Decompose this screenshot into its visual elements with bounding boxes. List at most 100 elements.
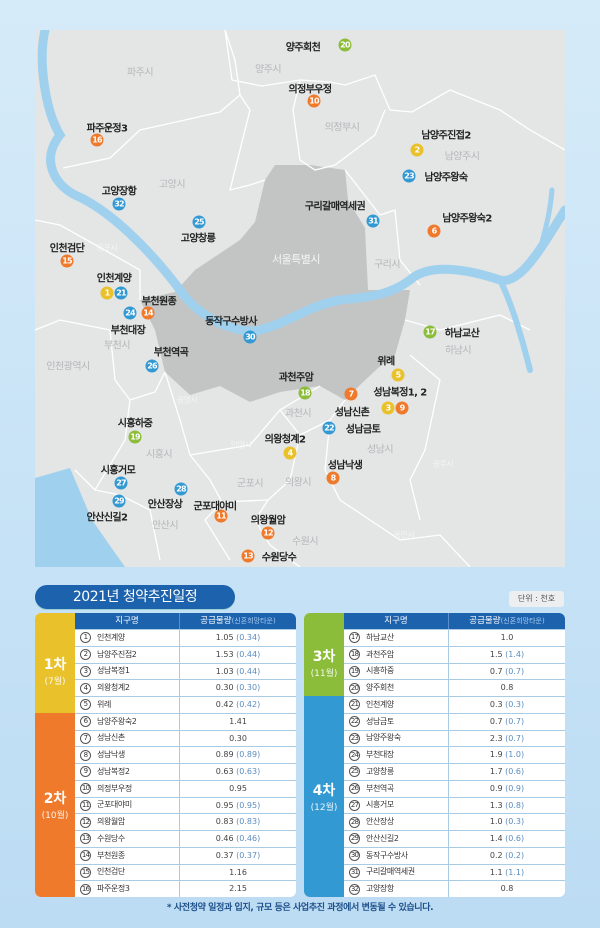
newlywed-value: (0.44) [236,649,261,659]
region-name: 용인시 [393,530,415,540]
stage-block: 4차 (12월) [304,696,344,897]
header-supply: 공급물량(신혼희망타운) [449,613,565,629]
district-number: 8 [80,749,91,761]
supply-cell: 1.41 [180,714,296,730]
supply-cell: 0.7 (0.7) [449,714,565,730]
supply-value: 0.42 [215,700,234,709]
region-name: 양주시 [254,64,282,76]
stage-label: 3차 [312,649,336,665]
region-name: 안산시 [151,520,179,532]
stage-block: 2차 (10월) [35,712,75,897]
newlywed-value: (0.3) [505,817,525,827]
table-row: 31 구리갈매역세권 1.1 (1.1) [344,863,565,881]
map-label: 시흥거모 [100,465,136,477]
newlywed-value: (0.8) [505,800,525,810]
table-row: 20 양주회천 0.8 [344,679,565,696]
district-cell: 13 수원당수 [75,831,180,847]
district-cell: 19 시흥하중 [344,663,449,680]
map-label: 성남신촌 [334,407,370,419]
supply-value: 0.30 [229,733,247,743]
district-cell: 12 의왕월암 [75,814,180,830]
map-label: 고양장항 [101,186,137,198]
district-name: 군포대야미 [97,800,132,810]
map-label: 파주운정3 [86,123,128,135]
district-name: 인천검단 [97,867,125,877]
table-row: 28 안산장상 1.0 (0.3) [344,813,565,830]
map-label: 남양주진접2 [421,130,471,142]
header-supply-label: 공급물량 [200,616,232,626]
district-name: 부천원종 [97,850,125,860]
sea [35,468,125,567]
newlywed-value: (0.30) [236,683,261,693]
map-marker-5: 5 [391,368,405,382]
district-name: 고양장항 [366,884,394,894]
district-number: 11 [80,799,91,811]
district-name: 의왕월암 [97,817,125,827]
newlywed-value: (0.95) [236,800,261,810]
district-cell: 24 부천대장 [344,747,449,763]
map-label: 수원당수 [261,552,297,564]
map-marker-32: 32 [112,197,126,211]
district-name: 남양주왕숙2 [97,716,137,726]
map-marker-31: 31 [366,214,380,228]
district-name: 남양주진접2 [97,649,137,659]
district-name: 양주회천 [366,683,394,693]
newlywed-value: (0.46) [236,834,261,843]
district-cell: 22 성남금토 [344,713,449,730]
district-cell: 18 과천주암 [344,646,449,663]
map-marker-6: 6 [427,224,441,238]
map-marker-25: 25 [192,215,206,229]
table-row: 13 수원당수 0.46 (0.46) [75,830,296,847]
district-number: 17 [349,632,360,644]
supply-value: 0.37 [215,850,234,860]
region-name: 김포시 [96,243,118,253]
stage-month: (10월) [41,811,69,822]
map-marker-13: 13 [241,549,255,563]
table-row: 7 성남신촌 0.30 [75,729,296,747]
map-marker-8: 8 [326,471,340,485]
table-row: 1 인천계양 1.05 (0.34) [75,629,296,646]
supply-value: 0.2 [489,850,503,860]
supply-value: 0.83 [215,817,234,827]
region-name: 수원시 [291,536,319,548]
supply-value: 2.3 [489,733,503,743]
supply-value: 2.15 [229,884,247,894]
header-district: 지구명 [75,613,180,629]
map-label: 부천역곡 [153,347,189,359]
district-number: 10 [80,783,91,795]
district-cell: 8 성남낙생 [75,747,180,763]
region-name: 과천시 [284,408,312,420]
map-label: 부천원종 [141,296,177,308]
supply-value: 0.89 [215,750,234,760]
table-row: 26 부천역곡 0.9 (0.9) [344,779,565,797]
supply-cell: 1.3 (0.8) [449,798,565,814]
district-number: 32 [349,883,360,895]
district-name: 하남교산 [366,632,394,642]
map-marker-7: 7 [344,387,358,401]
district-number: 12 [80,816,91,828]
district-cell: 32 고양장항 [344,881,449,897]
stage-column: 1차 (7월) 2차 (10월) [35,613,75,897]
district-cell: 31 구리갈매역세권 [344,864,449,881]
district-cell: 15 인천검단 [75,864,180,881]
table-row: 23 남양주왕숙 2.3 (0.7) [344,729,565,747]
district-number: 19 [349,665,360,677]
map-marker-22: 22 [322,421,336,435]
district-cell: 27 시흥거모 [344,797,449,814]
supply-cell: 1.03 (0.44) [180,664,296,680]
district-name: 부천대장 [366,750,394,760]
supply-value: 1.16 [229,867,247,877]
map-marker-12: 12 [261,526,275,540]
seoul-area [140,165,410,402]
supply-cell: 0.46 (0.46) [180,831,296,847]
region-name: 광명시 [176,395,198,405]
newlywed-value: (0.2) [505,850,525,860]
newlywed-value: (0.63) [236,767,261,776]
district-name: 의왕청계2 [97,683,130,693]
district-number: 15 [80,866,91,878]
newlywed-value: (0.7) [505,716,525,726]
map-marker-4: 4 [283,446,297,460]
stage-block: 1차 (7월) [35,629,75,713]
map-label: 성남금토 [345,424,381,436]
stage-label: 1차 [43,657,67,674]
